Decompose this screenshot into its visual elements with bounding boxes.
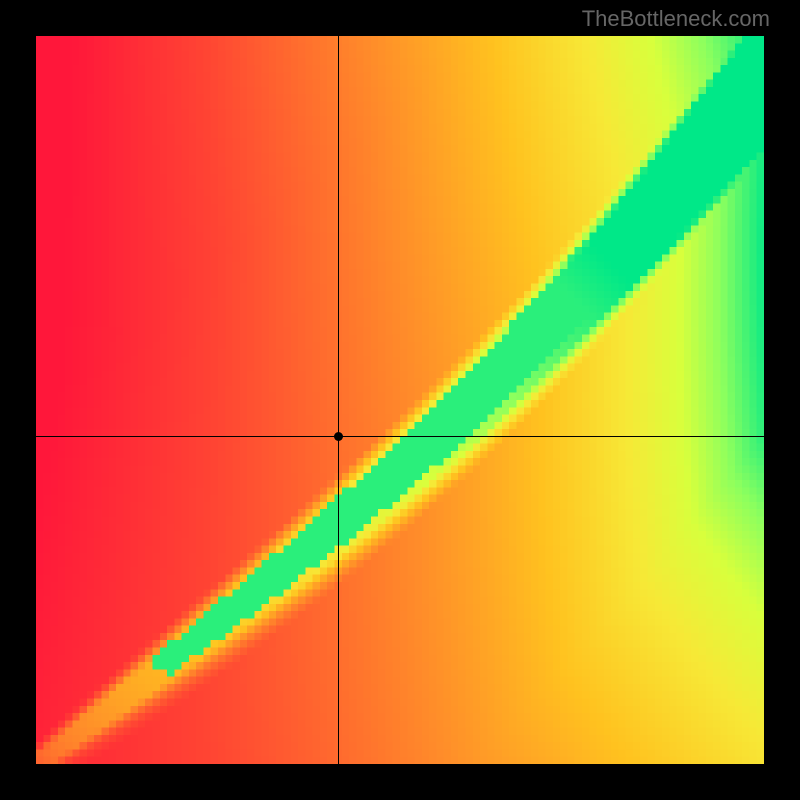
chart-container: TheBottleneck.com: [0, 0, 800, 800]
watermark-text: TheBottleneck.com: [582, 6, 770, 32]
crosshair-vertical: [338, 36, 339, 764]
crosshair-horizontal: [36, 436, 764, 437]
heatmap-canvas: [36, 36, 764, 764]
crosshair-point: [334, 432, 343, 441]
